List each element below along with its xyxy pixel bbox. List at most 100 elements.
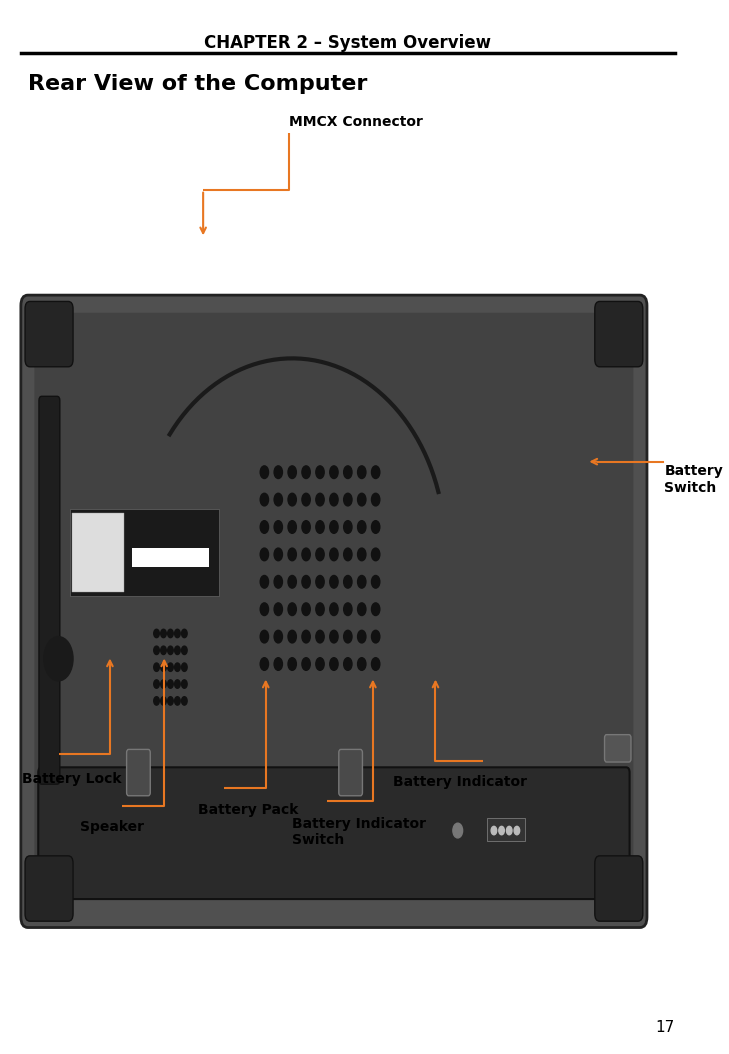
Circle shape [330, 575, 338, 588]
Circle shape [274, 630, 282, 643]
Circle shape [160, 663, 166, 671]
Circle shape [160, 629, 166, 638]
Text: Battery Indicator: Battery Indicator [393, 775, 527, 788]
Circle shape [182, 697, 187, 705]
FancyBboxPatch shape [39, 396, 60, 784]
Circle shape [330, 521, 338, 533]
Circle shape [288, 521, 297, 533]
Circle shape [274, 603, 282, 616]
Circle shape [260, 466, 268, 479]
Circle shape [343, 575, 352, 588]
Circle shape [168, 629, 174, 638]
FancyBboxPatch shape [38, 767, 630, 899]
Circle shape [154, 629, 160, 638]
Circle shape [316, 658, 324, 670]
FancyBboxPatch shape [595, 301, 643, 367]
Text: Battery Pack: Battery Pack [198, 803, 299, 817]
Circle shape [302, 466, 311, 479]
Circle shape [182, 629, 187, 638]
Circle shape [316, 548, 324, 561]
Circle shape [372, 548, 380, 561]
Circle shape [154, 697, 160, 705]
Circle shape [491, 826, 496, 835]
Circle shape [514, 826, 520, 835]
Circle shape [499, 826, 504, 835]
Text: MMCX Connector: MMCX Connector [289, 115, 423, 129]
FancyBboxPatch shape [339, 749, 362, 796]
Circle shape [175, 680, 180, 688]
Circle shape [260, 630, 268, 643]
Circle shape [288, 548, 297, 561]
Circle shape [316, 493, 324, 506]
Circle shape [154, 646, 160, 655]
Circle shape [175, 697, 180, 705]
Circle shape [372, 521, 380, 533]
Circle shape [288, 466, 297, 479]
Circle shape [343, 521, 352, 533]
Circle shape [316, 575, 324, 588]
Circle shape [175, 629, 180, 638]
Circle shape [44, 637, 73, 681]
Bar [487, 818, 525, 841]
Circle shape [182, 680, 187, 688]
Circle shape [372, 493, 380, 506]
Circle shape [302, 630, 311, 643]
Circle shape [330, 658, 338, 670]
Circle shape [154, 663, 160, 671]
Circle shape [358, 521, 366, 533]
Circle shape [302, 658, 311, 670]
Circle shape [168, 646, 174, 655]
Circle shape [175, 663, 180, 671]
Circle shape [168, 680, 174, 688]
Circle shape [260, 658, 268, 670]
Circle shape [288, 575, 297, 588]
Circle shape [260, 548, 268, 561]
Circle shape [330, 603, 338, 616]
FancyBboxPatch shape [127, 749, 150, 796]
Circle shape [160, 680, 166, 688]
Circle shape [507, 826, 512, 835]
Circle shape [274, 658, 282, 670]
Circle shape [175, 646, 180, 655]
Circle shape [358, 548, 366, 561]
Circle shape [372, 575, 380, 588]
Text: CHAPTER 2 – System Overview: CHAPTER 2 – System Overview [204, 34, 491, 52]
Circle shape [168, 697, 174, 705]
Text: Battery Indicator
Switch: Battery Indicator Switch [292, 817, 426, 847]
Circle shape [260, 575, 268, 588]
Circle shape [302, 493, 311, 506]
Circle shape [288, 630, 297, 643]
Circle shape [288, 603, 297, 616]
Circle shape [316, 466, 324, 479]
Circle shape [288, 658, 297, 670]
Text: 17: 17 [655, 1020, 675, 1035]
Circle shape [358, 466, 366, 479]
Circle shape [330, 493, 338, 506]
Circle shape [260, 603, 268, 616]
FancyBboxPatch shape [21, 295, 647, 928]
Circle shape [274, 548, 282, 561]
Circle shape [358, 658, 366, 670]
Circle shape [302, 521, 311, 533]
Circle shape [274, 521, 282, 533]
Circle shape [358, 575, 366, 588]
Circle shape [358, 603, 366, 616]
Circle shape [182, 646, 187, 655]
Circle shape [154, 680, 160, 688]
Circle shape [343, 630, 352, 643]
Circle shape [182, 663, 187, 671]
Circle shape [316, 521, 324, 533]
FancyBboxPatch shape [35, 313, 633, 893]
Circle shape [358, 493, 366, 506]
Circle shape [274, 575, 282, 588]
Circle shape [160, 646, 166, 655]
Circle shape [274, 493, 282, 506]
Circle shape [330, 630, 338, 643]
Circle shape [302, 548, 311, 561]
Circle shape [343, 548, 352, 561]
Circle shape [260, 493, 268, 506]
Circle shape [343, 658, 352, 670]
FancyBboxPatch shape [604, 735, 631, 762]
Circle shape [316, 603, 324, 616]
Circle shape [274, 466, 282, 479]
